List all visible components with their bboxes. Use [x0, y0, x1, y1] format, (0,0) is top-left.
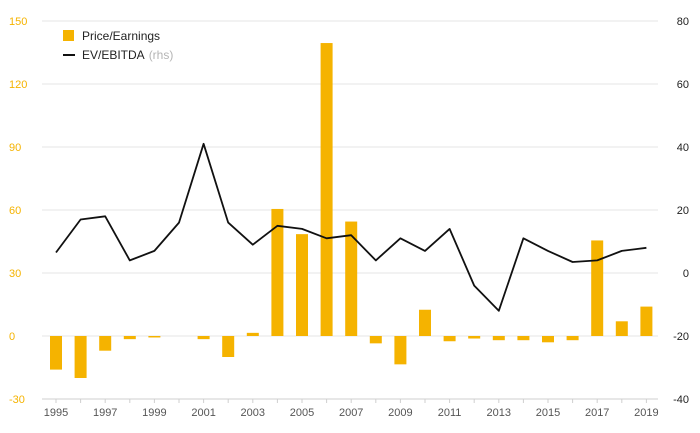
legend-rhs-note: (rhs): [149, 48, 174, 62]
x-axis-tick-label: 1995: [44, 407, 68, 419]
left-axis-tick-label: 0: [9, 331, 15, 343]
x-axis-tick-label: 2009: [388, 407, 412, 419]
left-axis-tick-label: 120: [9, 79, 27, 91]
price-earnings-bar: [640, 306, 653, 336]
x-axis-tick-label: 2003: [241, 407, 265, 419]
legend-swatch-price-earnings: [63, 30, 74, 41]
legend-ev-ebitda-name: EV/EBITDA: [82, 48, 145, 62]
price-earnings-bar: [369, 336, 382, 344]
price-earnings-bar: [492, 336, 505, 341]
price-earnings-bar: [197, 336, 210, 340]
x-axis-tick-label: 2007: [339, 407, 363, 419]
right-axis-tick-label: 0: [683, 268, 689, 280]
gridlines: [42, 20, 658, 400]
legend-label-price-earnings: Price/Earnings: [82, 29, 160, 43]
price-earnings-bar: [320, 43, 333, 337]
price-earnings-bar: [468, 336, 481, 339]
x-axis-tick-label: 2011: [438, 407, 462, 419]
x-axis-tick-label: 1999: [142, 407, 166, 419]
right-axis-tick-label: 40: [677, 142, 689, 154]
price-earnings-bar: [222, 336, 235, 357]
price-earnings-bar: [419, 309, 431, 336]
price-earnings-bar: [148, 336, 161, 338]
price-earnings-bar: [271, 208, 284, 336]
x-axis-tick-label: 2017: [585, 407, 609, 419]
price-earnings-bar: [99, 336, 112, 351]
legend-label-ev-ebitda: EV/EBITDA (rhs): [82, 48, 173, 62]
price-earnings-bar: [615, 321, 628, 336]
right-axis-tick-label: -20: [673, 331, 689, 343]
ev-ebitda-line: [55, 142, 647, 312]
x-axis-tick-label: 2015: [536, 407, 560, 419]
price-earnings-bar: [74, 336, 87, 378]
x-axis-tick-label: 1997: [93, 407, 117, 419]
left-axis-tick-label: 30: [9, 268, 21, 280]
right-axis-tick-label: 60: [677, 79, 689, 91]
price-earnings-bar: [246, 332, 259, 336]
price-earnings-bars: [50, 43, 653, 378]
price-earnings-bar: [591, 240, 604, 336]
x-axis-tick-label: 2001: [191, 407, 215, 419]
price-earnings-bar: [296, 234, 308, 336]
price-earnings-bar: [443, 336, 456, 342]
axes: 150 120 90 60 30 0 -30 80 60 40 20 0 -20 -40 1995 1997 1…: [9, 16, 689, 419]
price-earnings-bar: [566, 336, 579, 341]
legend: Price/Earnings EV/EBITDA (rhs): [63, 29, 173, 62]
left-axis-tick-label: 150: [9, 16, 27, 28]
price-earnings-bar: [542, 336, 554, 343]
right-axis-tick-label: 80: [677, 16, 689, 28]
price-earnings-bar: [345, 221, 358, 336]
right-axis-tick-label: 20: [677, 205, 689, 217]
price-earnings-bar: [50, 336, 62, 370]
price-earnings-bar: [517, 336, 530, 341]
ev-ebitda-line-layer: [55, 142, 647, 312]
left-axis-tick-label: 90: [9, 142, 21, 154]
price-earnings-bar: [123, 336, 136, 340]
price-earnings-bar: [394, 336, 407, 365]
left-axis-tick-label: -30: [9, 394, 25, 406]
left-axis-tick-label: 60: [9, 205, 21, 217]
right-axis-tick-label: -40: [673, 394, 689, 406]
x-axis-tick-label: 2019: [634, 407, 658, 419]
x-axis-tick-label: 2005: [290, 407, 314, 419]
x-axis-tick-label: 2013: [487, 407, 511, 419]
